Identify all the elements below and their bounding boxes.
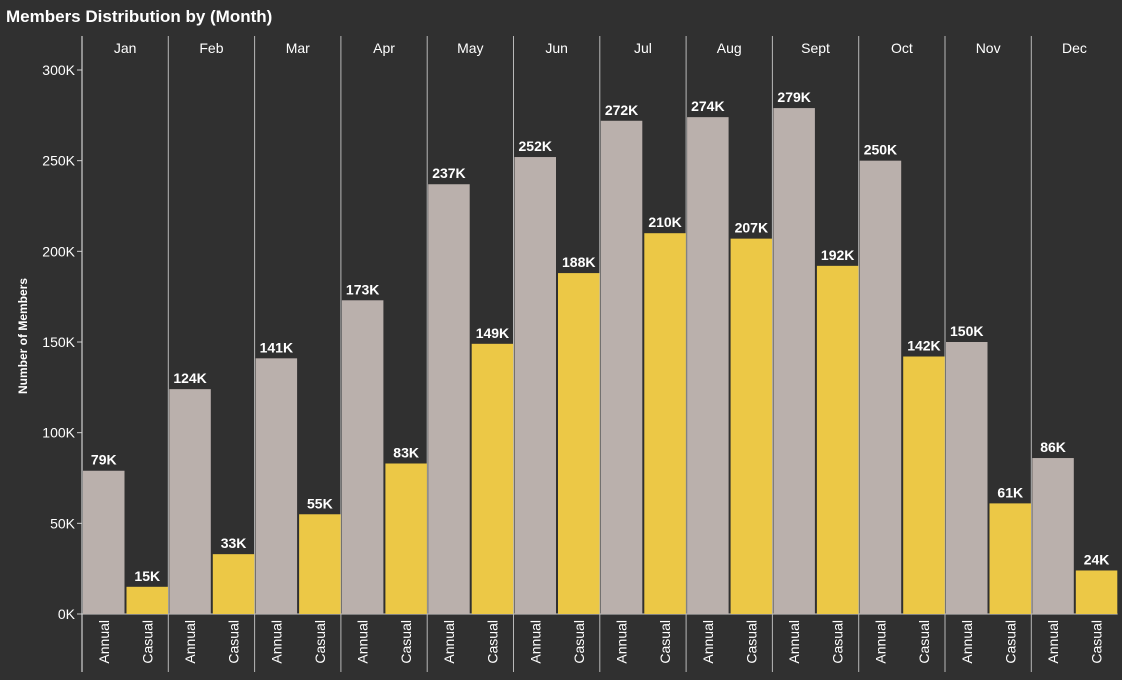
month-header-jan: Jan [114, 40, 137, 56]
bar-value-label: 24K [1084, 551, 1110, 567]
sub-category-label: Annual [872, 620, 888, 664]
bar-value-label: 15K [134, 568, 160, 584]
sub-category-label: Casual [312, 620, 328, 664]
bar-value-label: 141K [260, 339, 293, 355]
month-headers: Jan Feb Mar Apr May Jun Jul Aug Sept Oct Nov Dec [114, 40, 1087, 56]
bar-casual-jan [126, 586, 168, 614]
month-header-sept: Sept [801, 40, 830, 56]
bar-value-label: 188K [562, 254, 595, 270]
month-dividers [167, 36, 1032, 672]
month-header-oct: Oct [891, 40, 913, 56]
sub-category-label: Annual [786, 620, 802, 664]
sub-category-label: Annual [959, 620, 975, 664]
sub-category-label: Casual [830, 620, 846, 664]
bar-casual-apr [385, 463, 427, 614]
bar-annual-aug [687, 117, 729, 614]
bar-value-label: 150K [950, 323, 983, 339]
bar-casual-mar [299, 514, 341, 614]
bar-value-label: 142K [907, 338, 940, 354]
sub-category-label: Casual [1002, 620, 1018, 664]
y-tick-label: 100K [42, 425, 75, 441]
bar-annual-apr [341, 300, 384, 614]
y-tick-label: 0K [58, 606, 76, 622]
bar-casual-sept [816, 265, 859, 614]
bar-value-label: 149K [476, 325, 509, 341]
bar-casual-feb [212, 554, 255, 614]
month-header-jun: Jun [545, 40, 568, 56]
bar-value-label: 86K [1040, 439, 1066, 455]
month-header-dec: Dec [1062, 40, 1087, 56]
bar-annual-oct [859, 160, 902, 614]
bar-value-label: 250K [864, 142, 897, 158]
sub-category-label: Casual [226, 620, 242, 664]
bar-annual-sept [773, 108, 815, 614]
sub-category-label: Annual [1045, 620, 1061, 664]
sub-category-label: Annual [527, 620, 543, 664]
bar-value-label: 33K [221, 535, 247, 551]
sub-category-label: Casual [484, 620, 500, 664]
sub-category-label: Annual [700, 620, 716, 664]
bar-labels: 79K 15K 124K 33K 141K 55K 173K 83K 237K 149K 252K 1… [91, 89, 1109, 584]
bar-casual-jun [558, 273, 600, 614]
bar-value-label: 55K [307, 495, 333, 511]
bar-value-label: 207K [735, 220, 768, 236]
sub-category-label: Casual [398, 620, 414, 664]
bar-casual-jul [644, 233, 686, 614]
bar-casual-aug [730, 238, 773, 614]
month-header-mar: Mar [286, 40, 310, 56]
bar-casual-dec [1075, 570, 1118, 614]
month-header-jul: Jul [634, 40, 652, 56]
bar-value-label: 279K [777, 89, 810, 105]
y-tick-label: 200K [42, 243, 75, 259]
bars [83, 108, 1118, 615]
sub-category-label: Casual [571, 620, 587, 664]
sub-category-label: Casual [916, 620, 932, 664]
month-header-apr: Apr [373, 40, 395, 56]
bar-value-label: 252K [519, 138, 552, 154]
bar-annual-jun [514, 157, 556, 615]
sub-category-label: Annual [182, 620, 198, 664]
bar-value-label: 237K [432, 165, 465, 181]
bar-value-label: 192K [821, 247, 854, 263]
y-axis-label: Number of Members [16, 278, 30, 394]
bar-value-label: 124K [173, 370, 206, 386]
bar-annual-may [428, 184, 470, 615]
bar-casual-may [471, 343, 514, 614]
y-tick-label: 300K [42, 62, 75, 78]
month-header-nov: Nov [976, 40, 1001, 56]
sub-category-label: Casual [1089, 620, 1105, 664]
bar-value-label: 210K [648, 214, 681, 230]
y-tick-label: 50K [50, 515, 76, 531]
bar-annual-nov [946, 342, 988, 614]
month-header-feb: Feb [199, 40, 223, 56]
sub-category-label: Casual [657, 620, 673, 664]
sub-category-labels: Annual Casual Annual Casual Annual Casual Annu… [96, 620, 1105, 664]
month-header-aug: Aug [717, 40, 742, 56]
sub-category-label: Casual [139, 620, 155, 664]
sub-category-label: Casual [743, 620, 759, 664]
bar-annual-dec [1032, 458, 1074, 614]
bar-value-label: 274K [691, 98, 724, 114]
bar-annual-jan [83, 470, 125, 614]
sub-category-label: Annual [441, 620, 457, 664]
bar-casual-nov [989, 503, 1031, 614]
bar-value-label: 61K [997, 484, 1023, 500]
bar-annual-feb [169, 389, 211, 614]
month-header-may: May [457, 40, 483, 56]
bar-value-label: 173K [346, 281, 379, 297]
sub-category-label: Annual [268, 620, 284, 664]
bar-annual-mar [255, 358, 298, 614]
y-tick-label: 150K [42, 334, 75, 350]
bar-value-label: 79K [91, 452, 117, 468]
bar-value-label: 272K [605, 102, 638, 118]
y-tick-label: 250K [42, 153, 75, 169]
sub-category-label: Annual [355, 620, 371, 664]
bar-annual-jul [600, 120, 643, 615]
bar-casual-oct [903, 356, 945, 614]
chart-title: Members Distribution by (Month) [6, 7, 272, 26]
sub-category-label: Annual [96, 620, 112, 664]
sub-category-label: Annual [614, 620, 630, 664]
bar-value-label: 83K [393, 444, 419, 460]
